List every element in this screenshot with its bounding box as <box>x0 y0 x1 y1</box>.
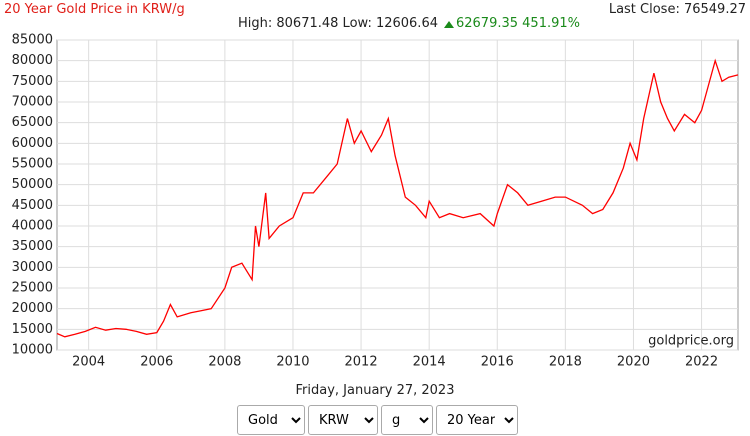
x-tick-label: 2020 <box>617 355 650 370</box>
currency-select[interactable]: KRW <box>308 405 378 435</box>
y-tick-label: 80000 <box>12 53 53 68</box>
x-tick-label: 2004 <box>72 355 105 370</box>
y-tick-label: 85000 <box>12 33 53 48</box>
x-tick-label: 2006 <box>140 355 173 370</box>
last-close: Last Close: 76549.27 <box>608 2 746 17</box>
x-tick-label: 2018 <box>549 355 582 370</box>
metal-select[interactable]: Gold <box>237 405 305 435</box>
chart: 10000 15000 20000 25000 30000 35000 40000 45000… <box>12 33 739 370</box>
x-tick-label: 2012 <box>345 355 378 370</box>
y-tick-label: 55000 <box>12 157 53 172</box>
y-tick-label: 20000 <box>12 301 53 316</box>
plot-frame <box>56 39 739 351</box>
chart-title: 20 Year Gold Price in KRW/g <box>4 2 185 17</box>
y-tick-label: 65000 <box>12 115 53 130</box>
y-tick-label: 40000 <box>12 219 53 234</box>
y-tick-label: 45000 <box>12 198 53 213</box>
y-tick-label: 35000 <box>12 239 53 254</box>
y-tick-label: 15000 <box>12 322 53 337</box>
y-tick-label: 60000 <box>12 136 53 151</box>
period-select[interactable]: 20 Years <box>436 405 518 435</box>
stats-line: High: 80671.48 Low: 12606.64 62679.35 45… <box>238 16 580 31</box>
change: 62679.35 451.91% <box>455 16 580 31</box>
x-tick-label: 2022 <box>685 355 718 370</box>
price-line <box>56 58 739 338</box>
unit-select[interactable]: g <box>381 405 433 435</box>
y-tick-label: 75000 <box>12 74 53 89</box>
up-arrow <box>443 20 454 28</box>
x-tick-label: 2010 <box>276 355 309 370</box>
date: Friday, January 27, 2023 <box>295 383 455 398</box>
x-tick-label: 2016 <box>481 355 514 370</box>
watermark: goldprice.org <box>648 334 734 349</box>
y-tick-label: 25000 <box>12 281 53 296</box>
x-tick-label: 2014 <box>413 355 446 370</box>
y-tick-label: 70000 <box>12 95 53 110</box>
stats: High: 80671.48 Low: 12606.64 <box>238 16 438 31</box>
y-tick-label: 50000 <box>12 177 53 192</box>
y-tick-label: 30000 <box>12 260 53 275</box>
x-tick-label: 2008 <box>208 355 241 370</box>
y-tick-label: 10000 <box>12 343 53 358</box>
